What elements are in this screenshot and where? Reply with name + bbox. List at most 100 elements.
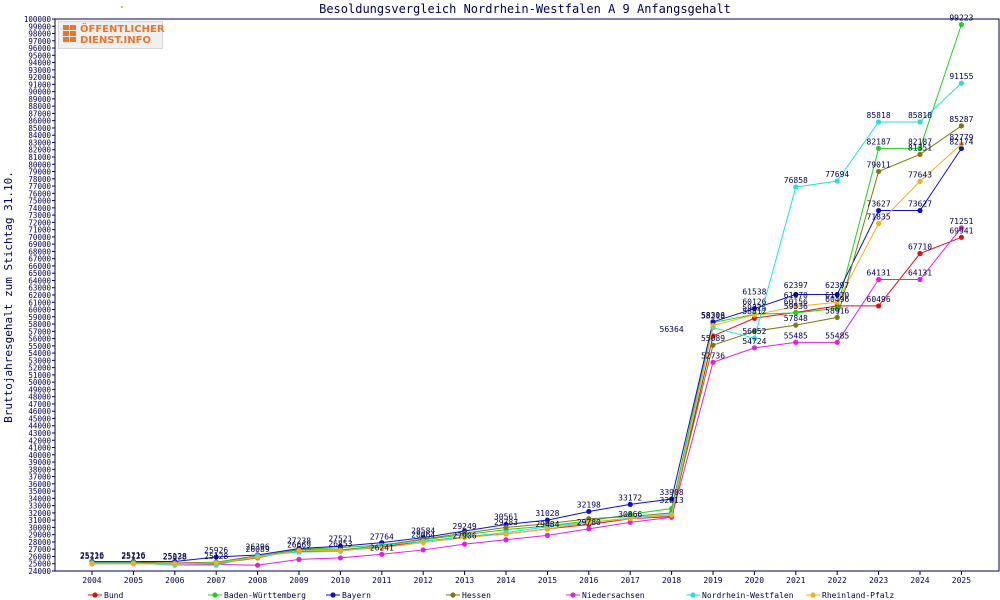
data-label: 55485: [784, 331, 808, 340]
data-point: [462, 530, 468, 536]
y-tick-label: 73000: [28, 211, 51, 220]
y-tick-label: 52000: [28, 364, 51, 373]
y-tick-label: 98000: [28, 30, 51, 39]
y-tick-label: 87000: [28, 109, 51, 118]
data-label: 28584: [411, 527, 435, 536]
data-label: 62397: [784, 281, 808, 290]
data-label: 57848: [784, 314, 808, 323]
x-tick-label: 2018: [662, 576, 681, 585]
data-point: [337, 543, 343, 549]
data-label: 61070: [825, 291, 849, 300]
data-point: [503, 537, 509, 543]
y-tick-label: 66000: [28, 262, 51, 271]
data-label: 81351: [908, 143, 932, 152]
y-tick-label: 71000: [28, 226, 51, 235]
data-point: [958, 80, 965, 86]
data-point: [958, 22, 965, 28]
y-tick-label: 49000: [28, 385, 51, 394]
x-tick-label: 2014: [496, 576, 515, 585]
data-label: 30866: [618, 510, 642, 519]
data-label: 71835: [867, 213, 891, 222]
y-tick-label: 43000: [28, 429, 51, 438]
data-label: 73627: [908, 200, 932, 209]
data-label: 54724: [742, 337, 766, 346]
y-tick-label: 92000: [28, 73, 51, 82]
y-tick-label: 68000: [28, 247, 51, 256]
legend-marker: [212, 592, 218, 598]
legend-marker: [92, 592, 98, 598]
data-point: [296, 548, 302, 554]
data-point: [834, 305, 840, 311]
data-point: [337, 555, 343, 561]
y-tick-label: 47000: [28, 400, 51, 409]
y-tick-label: 75000: [28, 197, 51, 206]
data-point: [876, 168, 882, 175]
data-point: [793, 303, 799, 309]
data-point: [958, 123, 965, 129]
x-tick-label: 2015: [538, 576, 557, 585]
data-point: [213, 554, 219, 560]
data-label: 25120: [80, 552, 104, 561]
data-label: 26089: [246, 545, 270, 554]
x-tick-label: 2007: [207, 576, 226, 585]
data-point: [917, 250, 923, 257]
legend-marker: [690, 592, 696, 598]
y-tick-label: 79000: [28, 168, 51, 177]
data-label: 71251: [949, 217, 973, 226]
y-tick-label: 81000: [28, 153, 51, 162]
data-label: 67710: [908, 243, 932, 252]
data-label: 82779: [949, 133, 973, 142]
y-tick-label: 100000: [24, 15, 52, 24]
data-point: [793, 184, 799, 190]
data-point: [255, 554, 261, 560]
y-tick-label: 33000: [28, 502, 51, 511]
data-point: [586, 519, 592, 525]
data-point: [917, 276, 923, 283]
data-point: [876, 119, 882, 125]
data-label: 58306: [701, 311, 725, 320]
y-tick-label: 36000: [28, 480, 51, 489]
data-point: [876, 145, 882, 151]
data-label: 69941: [949, 226, 973, 235]
x-tick-label: 2009: [289, 576, 308, 585]
data-label: 58812: [742, 307, 766, 316]
data-point: [710, 342, 716, 348]
y-tick-label: 45000: [28, 414, 51, 423]
y-tick-label: 57000: [28, 327, 51, 336]
data-label: 77643: [908, 170, 932, 179]
legend-label: Nordrhein-Westfalen: [702, 591, 794, 600]
legend-marker: [570, 592, 576, 598]
data-label: 29249: [453, 522, 477, 531]
y-tick-label: 89000: [28, 95, 51, 104]
data-point: [627, 516, 633, 522]
y-tick-label: 78000: [28, 175, 51, 184]
data-point: [876, 276, 882, 283]
y-tick-label: 83000: [28, 138, 51, 147]
data-point: [834, 291, 840, 298]
data-label: 85287: [949, 115, 973, 124]
data-point: [876, 220, 882, 227]
y-tick-label: 94000: [28, 59, 51, 68]
x-tick-label: 2016: [579, 576, 598, 585]
data-point: [586, 508, 592, 515]
data-label: 30561: [494, 512, 518, 521]
data-label: 29783: [494, 518, 518, 527]
x-tick-label: 2022: [828, 576, 847, 585]
data-point: [669, 512, 675, 518]
y-tick-label: 97000: [28, 37, 51, 46]
data-label: 25128: [163, 552, 187, 561]
y-tick-label: 88000: [28, 102, 51, 111]
data-label: 85818: [867, 111, 891, 120]
data-point: [462, 541, 468, 547]
data-label: 32198: [577, 500, 601, 509]
data-point: [710, 322, 716, 329]
y-tick-label: 26000: [28, 552, 51, 561]
data-label: 58213: [701, 312, 725, 321]
data-label: 25216: [80, 551, 104, 560]
data-label: 79011: [867, 160, 891, 169]
y-tick-label: 86000: [28, 117, 51, 126]
y-tick-label: 61000: [28, 298, 51, 307]
y-tick-label: 28000: [28, 538, 51, 547]
y-tick-label: 34000: [28, 494, 51, 503]
